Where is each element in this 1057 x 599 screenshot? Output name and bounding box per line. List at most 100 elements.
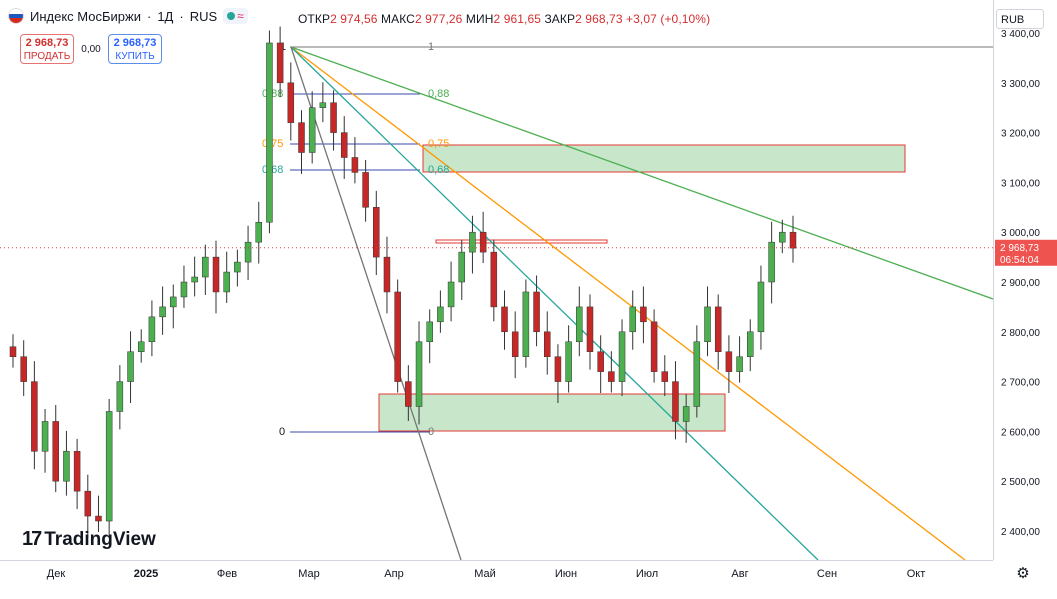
sell-price: 2 968,73 xyxy=(25,37,69,49)
candle-body xyxy=(490,251,498,308)
candle-body xyxy=(276,42,284,84)
candle-body xyxy=(20,356,27,382)
fib-label: 0,75 xyxy=(428,138,449,150)
symbol-name[interactable]: Индекс МосБиржи xyxy=(30,8,141,24)
candle-body xyxy=(105,411,113,522)
candle-body xyxy=(511,331,519,357)
fib-label: 0 xyxy=(428,426,434,438)
candle-body xyxy=(437,306,444,323)
high-label: МАКС xyxy=(381,12,415,26)
open-value: 2 974,56 xyxy=(330,12,378,26)
time-axis-labels: Дек 2025 Фев Мар Апр Май Июн Июл Авг Сен Окт xyxy=(47,568,926,580)
price-tick: 2 500,00 xyxy=(1001,477,1040,488)
gear-icon[interactable]: ⚙ xyxy=(1016,565,1030,582)
candle-body xyxy=(63,451,70,482)
candle-body xyxy=(768,241,775,283)
candle-body xyxy=(501,306,508,333)
buy-button[interactable]: 2 968,73 КУПИТЬ xyxy=(108,34,162,64)
candle-body xyxy=(725,351,733,372)
time-tick: Апр xyxy=(384,568,403,580)
price-tick: 3 300,00 xyxy=(1001,79,1040,90)
candle-body xyxy=(148,316,156,343)
candle-body xyxy=(298,122,305,153)
spread-value: 0,00 xyxy=(81,43,101,55)
price-badge xyxy=(995,239,1057,266)
candle-body xyxy=(95,515,102,522)
price-axis[interactable]: 3 400,00 3 300,00 3 200,00 3 100,00 3 000,00… xyxy=(993,0,1057,560)
fib-label: 1 xyxy=(428,41,434,53)
candle-body xyxy=(543,331,551,357)
candle-body xyxy=(447,281,455,308)
title-separator-2: · xyxy=(179,8,184,24)
candle-body xyxy=(223,271,230,293)
candle-body xyxy=(340,132,348,158)
candle-body xyxy=(522,291,530,357)
candle-body xyxy=(308,107,316,153)
time-tick: Дек xyxy=(47,568,66,580)
time-tick: Мар xyxy=(298,568,320,580)
candle-body xyxy=(52,421,59,482)
time-tick: Окт xyxy=(907,568,926,580)
time-tick: Июл xyxy=(636,568,658,580)
title-separator: · xyxy=(146,8,152,24)
tradingview-logo-icon[interactable]: 17 TradingView xyxy=(22,528,156,551)
candle-body xyxy=(255,221,263,243)
candle-body xyxy=(191,276,198,283)
candle-body xyxy=(747,331,754,357)
candle-body xyxy=(618,331,626,382)
time-tick: Июн xyxy=(555,568,577,580)
candle-body xyxy=(41,421,49,452)
fib-label: 0,75 xyxy=(262,138,283,150)
change-value: +3,07 (+0,10%) xyxy=(626,12,711,26)
candle-body xyxy=(415,341,423,407)
candle-body xyxy=(137,341,145,352)
high-value: 2 977,26 xyxy=(414,12,463,26)
level-box xyxy=(435,239,608,244)
candle-body xyxy=(576,306,583,343)
symbol-title[interactable]: Индекс МосБиржи · 1Д · RUS ≈ xyxy=(8,8,248,24)
price-tick: 2 400,00 xyxy=(1001,527,1040,538)
interval-label[interactable]: 1Д xyxy=(157,8,174,24)
candle-body xyxy=(244,241,252,263)
time-tick: Сен xyxy=(817,568,837,580)
candle-body xyxy=(629,306,636,333)
candle-body xyxy=(608,371,615,382)
buy-label: КУПИТЬ xyxy=(115,51,155,62)
currency-selector[interactable]: RUB xyxy=(996,9,1044,29)
candle-body xyxy=(736,356,743,372)
candle-body xyxy=(319,102,327,108)
price-tick: 2 700,00 xyxy=(1001,378,1040,389)
candle-body xyxy=(661,371,669,382)
status-pill[interactable]: ≈ xyxy=(223,8,248,24)
close-label: ЗАКР xyxy=(544,12,576,26)
market-open-icon xyxy=(227,12,236,20)
sell-button[interactable]: 2 968,73 ПРОДАТЬ xyxy=(20,34,74,64)
candle-body xyxy=(73,451,81,492)
candle-body xyxy=(640,306,647,323)
candle-body xyxy=(682,406,690,422)
exchange-label: RUS xyxy=(189,8,218,24)
candle-body xyxy=(693,341,701,407)
price-tick: 3 100,00 xyxy=(1001,178,1040,189)
fib-label: 0,68 xyxy=(428,164,449,176)
candle-body xyxy=(234,261,241,273)
candle-body xyxy=(180,281,188,298)
candle-body xyxy=(757,281,765,333)
candle-body xyxy=(9,346,17,357)
time-axis[interactable]: Дек 2025 Фев Мар Апр Май Июн Июл Авг Сен Окт xyxy=(0,560,993,594)
candle-body xyxy=(212,256,220,293)
candle-body xyxy=(116,381,124,412)
price-tick: 2 800,00 xyxy=(1001,328,1040,339)
sell-label: ПРОДАТЬ xyxy=(23,51,71,62)
trade-panel: 2 968,73 ПРОДАТЬ 0,00 2 968,73 КУПИТЬ xyxy=(20,34,162,64)
fib-label: 0,68 xyxy=(262,164,283,176)
candle-body xyxy=(266,42,273,223)
candle-body xyxy=(597,351,604,372)
brand-name: TradingView xyxy=(44,528,156,550)
fib-label: 0,88 xyxy=(428,88,449,100)
candle-body xyxy=(170,296,177,308)
time-tick: 2025 xyxy=(134,568,158,580)
candle-body xyxy=(330,102,337,133)
low-label: МИН xyxy=(465,12,494,26)
